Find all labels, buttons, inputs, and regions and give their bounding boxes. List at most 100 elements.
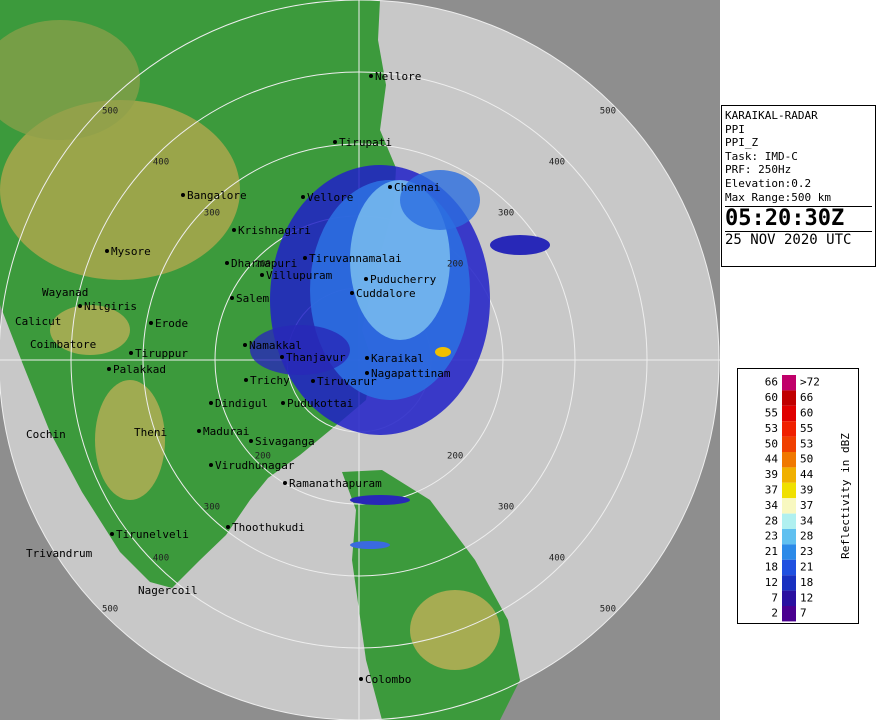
range-label: 400 xyxy=(153,553,169,563)
legend-swatch xyxy=(782,590,796,606)
city-label: Sivaganga xyxy=(255,435,315,448)
city-dot xyxy=(226,525,230,529)
city-label: Nagercoil xyxy=(138,584,198,597)
legend-title: Reflectivity in dBZ xyxy=(839,433,852,559)
city-label: Tiruvarur xyxy=(317,375,377,388)
task: Task: IMD-C xyxy=(725,149,798,163)
city-dot xyxy=(260,273,264,277)
legend-high: 7 xyxy=(800,607,807,620)
legend-swatch xyxy=(782,513,796,529)
city-dot xyxy=(333,140,337,144)
city-dot xyxy=(365,356,369,360)
city-label: Villupuram xyxy=(266,269,333,282)
city-dot xyxy=(303,256,307,260)
city-label: Bangalore xyxy=(187,189,247,202)
legend-high: 66 xyxy=(800,391,813,404)
city-dot xyxy=(181,193,185,197)
plateau xyxy=(0,100,240,280)
elevation: Elevation:0.2 xyxy=(725,176,812,190)
city-label: Thoothukudi xyxy=(232,521,305,534)
city-dot xyxy=(197,429,201,433)
legend: Reflectivity in dBZ 66 >72 60 66 55 60 53 55 50 5… xyxy=(737,368,859,624)
city-label: Dharmapuri xyxy=(231,257,297,270)
radar-echo xyxy=(250,165,550,549)
city-dot xyxy=(388,185,392,189)
time: 05:20:30Z xyxy=(725,206,872,231)
city-dot xyxy=(281,401,285,405)
range-label: 300 xyxy=(498,503,514,513)
city-label: Coimbatore xyxy=(30,338,96,351)
city-dot xyxy=(280,355,284,359)
legend-swatch xyxy=(782,421,796,437)
city-dot xyxy=(105,249,109,253)
city-label: Tirunelveli xyxy=(116,528,189,541)
legend-high: 34 xyxy=(800,514,814,527)
city-label: Theni xyxy=(134,426,167,439)
range-label: 300 xyxy=(204,208,220,218)
legend-swatch xyxy=(782,452,796,468)
city-label: Thanjavur xyxy=(286,351,346,364)
city-dot xyxy=(350,291,354,295)
legend-low: 50 xyxy=(765,437,778,450)
legend-swatch xyxy=(782,436,796,452)
legend-low: 39 xyxy=(765,468,778,481)
city-label: Dindigul xyxy=(215,397,268,410)
legend-swatch xyxy=(782,606,796,622)
legend-low: 23 xyxy=(765,530,778,543)
city-dot xyxy=(232,228,236,232)
city-dot xyxy=(283,481,287,485)
range-label: 500 xyxy=(102,604,118,614)
city-label: Puducherry xyxy=(370,273,437,286)
legend-low: 44 xyxy=(765,453,779,466)
legend-high: 53 xyxy=(800,437,813,450)
mode: PPI xyxy=(725,122,745,136)
city-dot xyxy=(301,195,305,199)
legend-high: 12 xyxy=(800,591,813,604)
city-dot xyxy=(359,677,363,681)
city-label: Nagapattinam xyxy=(371,367,451,380)
city-dot xyxy=(365,371,369,375)
legend-low: 12 xyxy=(765,576,778,589)
legend-low: 34 xyxy=(765,499,779,512)
legend-low: 53 xyxy=(765,422,778,435)
legend-swatch xyxy=(782,529,796,545)
legend-high: >72 xyxy=(800,376,820,389)
city-dot xyxy=(243,343,247,347)
range-label: 200 xyxy=(447,452,463,462)
range-label: 300 xyxy=(498,208,514,218)
city-label: Wayanad xyxy=(42,286,88,299)
city-dot xyxy=(244,378,248,382)
legend-low: 37 xyxy=(765,484,778,497)
city-label: Krishnagiri xyxy=(238,224,311,237)
legend-low: 7 xyxy=(771,591,778,604)
city-label: Namakkal xyxy=(249,339,302,352)
range-label: 500 xyxy=(600,604,616,614)
legend-swatch xyxy=(782,544,796,560)
legend-low: 21 xyxy=(765,545,778,558)
radar-map: 200 200 200 200 300 300 300 300 400 400 400 400 500 5… xyxy=(0,0,720,720)
legend-low: 2 xyxy=(771,607,778,620)
city-label: Trivandrum xyxy=(26,547,93,560)
city-dot xyxy=(209,463,213,467)
city-label: Erode xyxy=(155,317,188,330)
legend-high: 44 xyxy=(800,468,814,481)
city-label: Pudukottai xyxy=(287,397,353,410)
legend-swatch xyxy=(782,405,796,422)
legend-high: 50 xyxy=(800,453,813,466)
city-label: Karaikal xyxy=(371,352,424,365)
city-dot xyxy=(369,74,373,78)
date: 25 NOV 2020 UTC xyxy=(725,231,872,248)
legend-swatch xyxy=(782,559,796,576)
range-label: 400 xyxy=(153,158,169,168)
legend-low: 18 xyxy=(765,561,778,574)
legend-swatch xyxy=(782,482,796,499)
city-label: Mysore xyxy=(111,245,151,258)
legend-high: 37 xyxy=(800,499,813,512)
prf: PRF: 250Hz xyxy=(725,163,792,177)
city-dot xyxy=(209,401,213,405)
city-label: Vellore xyxy=(307,191,353,204)
city-label: Trichy xyxy=(250,374,290,387)
city-label: Cuddalore xyxy=(356,287,416,300)
legend-high: 18 xyxy=(800,576,813,589)
